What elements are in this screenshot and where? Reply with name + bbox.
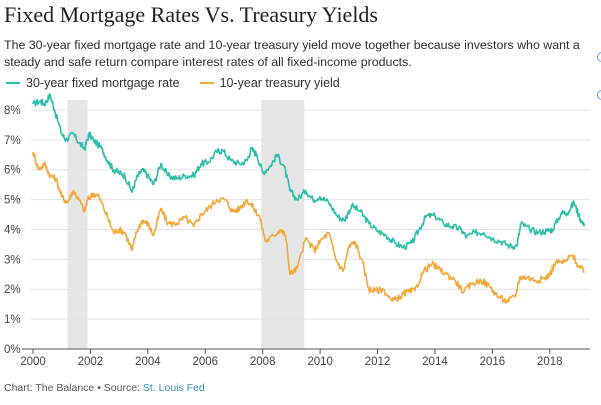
x-tick-label-2002: 2002: [78, 356, 104, 368]
x-tick-label-2000: 2000: [20, 356, 46, 368]
x-tick-label-2012: 2012: [365, 356, 391, 368]
y-tick-label-2: 2%: [4, 284, 21, 296]
y-tick-label-3: 3%: [4, 254, 21, 266]
recession-band-1: [261, 100, 305, 349]
legend: 30-year fixed mortgage rate 10-year trea…: [6, 76, 360, 90]
side-dot-1: [597, 52, 601, 62]
side-dot-2: [597, 90, 601, 100]
series-lines: [32, 93, 586, 304]
footer-credit: Chart: The Balance • Source:: [4, 382, 143, 394]
y-tick-label-6: 6%: [4, 165, 21, 177]
y-tick-label-5: 5%: [4, 195, 21, 207]
legend-item-mortgage: 30-year fixed mortgage rate: [6, 76, 180, 90]
x-tick-label-2010: 2010: [307, 356, 333, 368]
x-tick-label-2006: 2006: [192, 356, 218, 368]
recession-shading: [67, 100, 305, 349]
x-axis: [22, 348, 590, 354]
legend-item-treasury: 10-year treasury yield: [199, 76, 340, 90]
chart-title: Fixed Mortgage Rates Vs. Treasury Yields: [4, 2, 378, 27]
y-tick-label-4: 4%: [4, 224, 21, 236]
y-tick-label-7: 7%: [4, 135, 21, 147]
recession-band-0: [67, 100, 88, 349]
gridlines: [31, 109, 590, 320]
y-tick-label-1: 1%: [4, 314, 21, 326]
chart-footer: Chart: The Balance • Source: St. Louis F…: [4, 382, 205, 394]
x-tick-label-2016: 2016: [480, 356, 506, 368]
x-tick-label-2014: 2014: [422, 356, 448, 368]
chart-subtitle: The 30-year fixed mortgage rate and 10-y…: [4, 38, 580, 69]
y-tick-labels: 0% 1% 2% 3% 4% 5% 6% 7% 8%: [4, 105, 21, 356]
series-line-1: [32, 151, 585, 304]
series-line-0: [32, 93, 586, 251]
legend-swatch-mortgage: [6, 82, 20, 84]
x-tick-labels: 2000 2002 2004 2006 2008 2010 2012 2014 2016 2018: [20, 356, 562, 368]
legend-swatch-treasury: [199, 82, 214, 84]
legend-label-treasury: 10-year treasury yield: [219, 76, 340, 90]
x-tick-label-2018: 2018: [537, 356, 563, 368]
x-tick-label-2008: 2008: [250, 356, 276, 368]
y-tick-label-8: 8%: [4, 105, 21, 117]
footer-source-link[interactable]: St. Louis Fed: [142, 382, 205, 394]
x-tick-label-2004: 2004: [135, 356, 161, 368]
y-tick-label-0: 0%: [4, 344, 21, 356]
legend-label-mortgage: 30-year fixed mortgage rate: [26, 76, 180, 90]
